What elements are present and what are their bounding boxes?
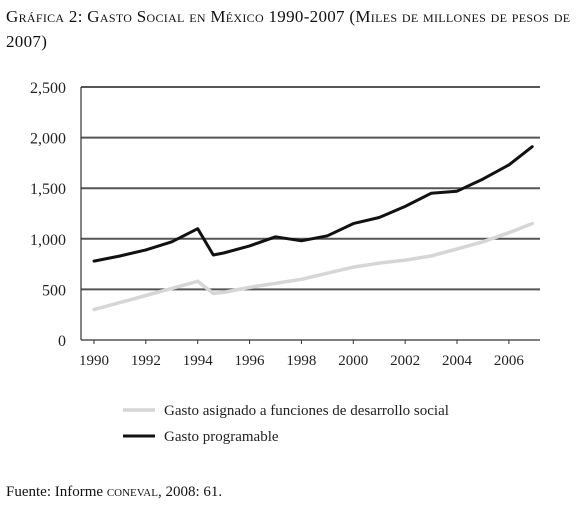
legend: Gasto asignado a funciones de desarrollo…: [123, 403, 449, 445]
source-note: Fuente: Informe coneval, 2008: 61.: [6, 484, 222, 501]
x-tick-label: 2002: [390, 353, 420, 369]
y-tick-label: 500: [42, 282, 66, 299]
y-tick-label: 0: [58, 333, 66, 350]
chart-title: Gráfica 2: Gasto Social en México 1990-2…: [6, 7, 571, 51]
y-tick-label: 1,000: [30, 232, 66, 249]
series-lines: [92, 145, 534, 312]
y-tick-label: 2,500: [30, 80, 66, 97]
legend-label: Gasto programable: [164, 429, 279, 445]
x-tick-label: 1994: [183, 353, 214, 369]
legend-label: Gasto asignado a funciones de desarrollo…: [164, 403, 449, 419]
x-tick-label: 2000: [338, 353, 368, 369]
x-tick-label: 1996: [235, 353, 266, 369]
source-prefix: Fuente: Informe: [6, 484, 107, 500]
source-suffix: , 2008: 61.: [157, 484, 223, 500]
x-tick-label: 2004: [442, 353, 473, 369]
x-tick-label: 2006: [494, 353, 525, 369]
x-tick-label: 1990: [79, 353, 109, 369]
gridlines: [81, 86, 540, 291]
y-tick-label: 2,000: [30, 131, 66, 148]
series-line-gasto-social: [92, 221, 534, 312]
x-axis-ticks: 1990 1992 1994 1996 1998 2000 2002 2004 2006: [79, 340, 524, 369]
source-org: coneval: [106, 484, 158, 500]
x-tick-label: 1998: [286, 353, 316, 369]
axes: [80, 87, 540, 341]
y-tick-label: 1,500: [30, 181, 66, 198]
x-tick-label: 1992: [131, 353, 161, 369]
y-axis-ticks: 0 500 1,000 1,500 2,000 2,500: [30, 80, 66, 350]
series-line-gasto-programable: [92, 145, 534, 263]
